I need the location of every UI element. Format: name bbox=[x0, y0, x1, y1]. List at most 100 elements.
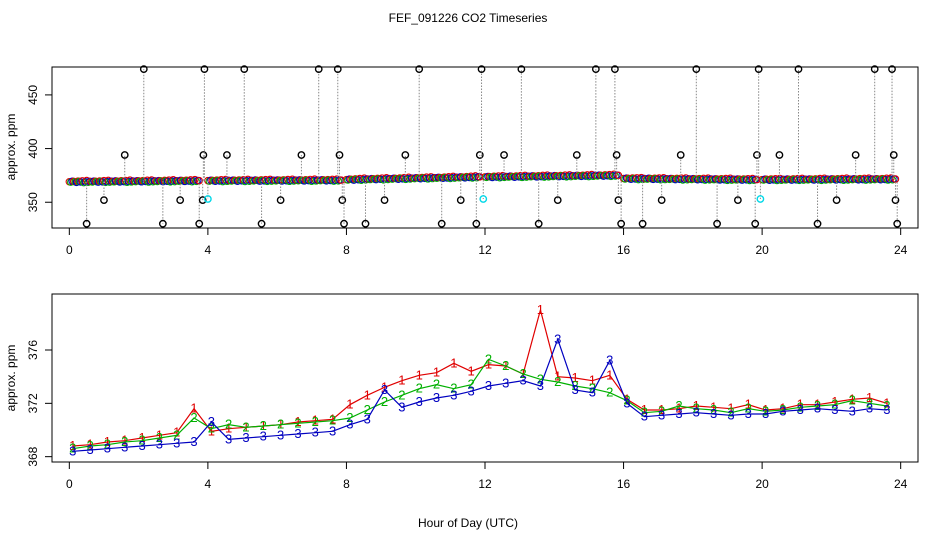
series-1-point: 1 bbox=[156, 427, 163, 442]
series-2-point: 2 bbox=[589, 381, 596, 396]
series-3-point: 3 bbox=[260, 429, 267, 444]
series-1-point: 1 bbox=[866, 390, 873, 405]
top-baseline-point bbox=[124, 177, 133, 186]
series-3-point: 3 bbox=[242, 430, 249, 445]
top-baseline-point bbox=[110, 178, 118, 186]
series-1-point: 1 bbox=[381, 379, 388, 394]
series-2-point: 2 bbox=[260, 418, 267, 433]
top-baseline-point bbox=[103, 177, 111, 186]
top-outlier-point bbox=[223, 151, 231, 159]
series-1-point: 1 bbox=[468, 363, 475, 378]
series-2-point: 2 bbox=[849, 393, 856, 408]
series-2-point: 2 bbox=[519, 366, 526, 381]
series-2-point: 2 bbox=[623, 393, 630, 408]
series-1-point: 1 bbox=[606, 367, 613, 382]
series-1-point: 1 bbox=[416, 367, 423, 382]
top-outlier-point bbox=[472, 219, 481, 228]
top-x-tick-label: 12 bbox=[478, 243, 492, 257]
series-3-point: 3 bbox=[502, 375, 509, 390]
series-1-point: 1 bbox=[225, 421, 232, 436]
series-1-point: 1 bbox=[727, 401, 734, 416]
top-x-tick-label: 0 bbox=[66, 243, 73, 257]
series-1-point: 1 bbox=[485, 357, 492, 372]
series-2-point: 2 bbox=[814, 398, 821, 413]
top-outlier-point bbox=[733, 196, 742, 204]
top-x-tick-label: 16 bbox=[617, 243, 631, 257]
series-3-point: 3 bbox=[831, 402, 838, 417]
series-1-point: 1 bbox=[693, 398, 700, 413]
top-baseline-point bbox=[67, 178, 75, 186]
top-panel: 0 4 8 12 16 20 24 350 400 450 approx. ppm bbox=[4, 65, 919, 257]
bottom-x-tick-label: 4 bbox=[205, 477, 212, 491]
series-3-point: 3 bbox=[485, 378, 492, 393]
top-outlier-point bbox=[456, 196, 465, 204]
series-3-point: 3 bbox=[675, 406, 682, 421]
bottom-x-tick-label: 12 bbox=[478, 477, 492, 491]
top-baseline-point bbox=[471, 172, 480, 180]
series-3-point: 3 bbox=[173, 435, 180, 450]
top-low-point bbox=[203, 195, 212, 203]
top-baseline-point bbox=[334, 177, 343, 185]
series-2-point: 2 bbox=[138, 433, 145, 448]
series-1-point: 1 bbox=[398, 373, 405, 388]
top-x-tick-label: 8 bbox=[343, 243, 350, 257]
top-outlier-point bbox=[333, 65, 342, 74]
bottom-x-tick-label: 24 bbox=[894, 477, 908, 491]
top-outlier-point bbox=[794, 65, 803, 74]
figure-title: FEF_091226 CO2 Timeseries bbox=[389, 11, 548, 25]
top-outlier-point bbox=[553, 196, 562, 204]
top-outlier-point bbox=[893, 219, 902, 228]
series-2-point: 2 bbox=[364, 402, 371, 417]
series-2: 2 2 2 2 2 2 222 2 2 2 2 2 2 2 222 2 2 2 2 22 22 2 2 2 2 222 2 2 2 2 2 2… bbox=[69, 351, 890, 455]
series-2-point: 2 bbox=[208, 421, 215, 436]
series-2-point: 2 bbox=[277, 417, 284, 432]
top-outlier-point bbox=[120, 151, 129, 159]
top-outlier-point bbox=[297, 151, 306, 159]
top-outlier-point bbox=[611, 65, 619, 74]
top-baseline-point bbox=[81, 177, 89, 186]
series-3-line bbox=[72, 337, 887, 452]
series-2-point: 2 bbox=[416, 381, 423, 396]
series-3-point: 3 bbox=[86, 442, 93, 457]
series-2-point: 2 bbox=[866, 395, 873, 410]
series-1-point: 1 bbox=[138, 430, 145, 445]
series-3-point: 3 bbox=[727, 407, 734, 422]
series-1-point: 1 bbox=[779, 401, 786, 416]
top-baseline-point bbox=[175, 177, 183, 186]
series-2-point: 2 bbox=[675, 398, 682, 413]
series-2-point: 2 bbox=[450, 381, 457, 396]
top-baseline-point bbox=[131, 177, 140, 186]
series-3-point: 3 bbox=[329, 423, 336, 438]
series-3-point: 3 bbox=[866, 401, 873, 416]
top-outlier-point bbox=[775, 151, 784, 159]
x-axis-label: Hour of Day (UTC) bbox=[418, 516, 518, 530]
series-3-point: 3 bbox=[104, 441, 111, 456]
series-2-point: 2 bbox=[242, 419, 249, 434]
series-1-point: 1 bbox=[190, 401, 197, 416]
top-y-axis-label: approx. ppm bbox=[4, 114, 18, 181]
top-x-tick-label: 24 bbox=[894, 243, 908, 257]
series-1-point: 1 bbox=[641, 402, 648, 417]
top-outlier-point bbox=[82, 219, 91, 228]
series-2-point: 2 bbox=[831, 397, 838, 412]
series-3-point: 3 bbox=[606, 353, 613, 368]
series-2-point: 2 bbox=[329, 413, 336, 428]
top-outlier-point bbox=[638, 219, 647, 228]
bottom-y-axis-label: approx. ppm bbox=[4, 345, 18, 412]
series-2-point: 2 bbox=[693, 401, 700, 416]
series-1-point: 1 bbox=[329, 411, 336, 426]
series-1-point: 1 bbox=[364, 387, 371, 402]
top-outlier-point bbox=[314, 65, 323, 74]
series-3-point: 3 bbox=[745, 406, 752, 421]
series-2-point: 2 bbox=[69, 441, 76, 456]
top-outlier-point bbox=[500, 151, 508, 159]
series-2-point: 2 bbox=[86, 438, 93, 453]
series-1-point: 1 bbox=[294, 414, 301, 429]
series-2-point: 2 bbox=[727, 405, 734, 420]
series-2-point: 2 bbox=[468, 377, 475, 392]
top-outlier-point bbox=[198, 196, 207, 204]
